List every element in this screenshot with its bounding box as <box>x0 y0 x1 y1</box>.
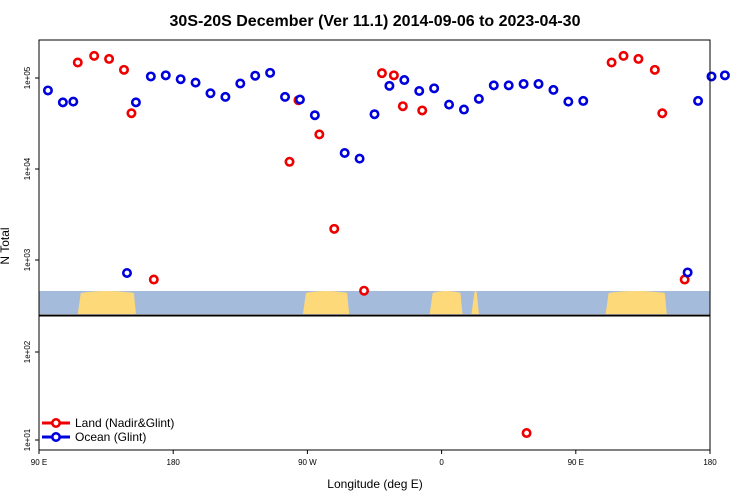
upper-y-tick-label-1: 1e+03 <box>23 248 32 271</box>
upper-y-tick-label-2: 1e+04 <box>23 157 32 180</box>
upper-panel-frame <box>38 39 711 316</box>
land-point-12 <box>376 68 387 79</box>
ocean-point-37 <box>706 71 717 82</box>
ocean-point-14 <box>265 67 276 78</box>
ocean-point-21 <box>384 80 395 91</box>
ocean-point-29 <box>503 80 514 91</box>
x-tick-label-3: 90 W <box>298 458 317 467</box>
ocean-point-31 <box>533 78 544 89</box>
land-point-18 <box>618 50 629 61</box>
lower-y-tick-label-2: 1e+02 <box>23 340 32 363</box>
ocean-point-20 <box>369 109 380 120</box>
land-point-4 <box>118 64 129 75</box>
ocean-point-38 <box>719 70 730 81</box>
land-point-16 <box>521 428 532 439</box>
legend-land-label: Land (Nadir&Glint) <box>75 416 174 430</box>
upper-data-points <box>42 50 730 296</box>
ocean-point-17 <box>309 110 320 121</box>
ocean-point-23 <box>414 85 425 96</box>
ocean-point-15 <box>280 91 291 102</box>
ocean-point-35 <box>682 267 693 278</box>
land-point-14 <box>397 101 408 112</box>
legend-ocean-marker <box>50 431 61 442</box>
lower-panel-frame <box>38 315 711 451</box>
lower-y-tick-label-1: 1e+01 <box>23 428 32 451</box>
ocean-point-24 <box>429 83 440 94</box>
ocean-point-6 <box>145 71 156 82</box>
land-point-1 <box>72 57 83 68</box>
x-ticks: 90 E 180 90 W 0 90 E 180 <box>31 450 717 467</box>
land-mass-5 <box>605 291 667 314</box>
ocean-point-25 <box>444 99 455 110</box>
legend-ocean-label: Ocean (Glint) <box>75 430 146 444</box>
ocean-point-34 <box>578 95 589 106</box>
y-axis-label: N Total <box>0 227 12 264</box>
ocean-band <box>39 291 710 314</box>
upper-y-ticks: 1e+03 1e+04 1e+05 <box>23 66 39 271</box>
ocean-point-11 <box>220 91 231 102</box>
land-point-6 <box>148 274 159 285</box>
land-point-15 <box>417 105 428 116</box>
ocean-point-2 <box>57 97 68 108</box>
ocean-point-19 <box>354 153 365 164</box>
ocean-point-8 <box>175 74 186 85</box>
ocean-point-16 <box>294 94 305 105</box>
land-point-9 <box>314 129 325 140</box>
legend: Land (Nadir&Glint) Ocean (Glint) <box>42 416 174 444</box>
land-point-17 <box>606 57 617 68</box>
lower-y-ticks: 1e+01 1e+02 <box>23 340 39 451</box>
ocean-point-4 <box>121 267 132 278</box>
land-mass-2 <box>302 291 350 314</box>
ocean-point-30 <box>518 78 529 89</box>
ocean-point-26 <box>458 104 469 115</box>
land-ocean-strip <box>39 291 710 314</box>
ocean-point-28 <box>488 80 499 91</box>
ocean-point-27 <box>473 93 484 104</box>
x-tick-label-5: 90 E <box>568 458 584 467</box>
land-point-21 <box>657 108 668 119</box>
x-axis-label: Longitude (deg E) <box>327 477 422 491</box>
x-tick-label-1: 90 E <box>31 458 47 467</box>
lower-data-points <box>521 428 532 439</box>
ocean-point-36 <box>693 95 704 106</box>
ocean-point-9 <box>190 77 201 88</box>
x-tick-label-6: 180 <box>703 458 717 467</box>
ocean-point-10 <box>205 88 216 99</box>
ocean-point-5 <box>130 97 141 108</box>
upper-y-tick-label-3: 1e+05 <box>23 66 32 89</box>
land-mass-4 <box>471 291 479 314</box>
ocean-point-33 <box>563 96 574 107</box>
land-point-19 <box>633 53 644 64</box>
ocean-point-13 <box>250 70 261 81</box>
land-point-2 <box>89 50 100 61</box>
upper-panel: 1e+03 1e+04 1e+05 <box>23 39 730 316</box>
ocean-point-18 <box>339 147 350 158</box>
land-point-20 <box>649 64 660 75</box>
land-mass-3 <box>429 291 463 314</box>
x-tick-label-4: 0 <box>439 458 444 467</box>
ocean-point-32 <box>548 84 559 95</box>
chart-title: 30S-20S December (Ver 11.1) 2014-09-06 t… <box>170 13 581 30</box>
land-point-11 <box>359 285 370 296</box>
ocean-point-7 <box>160 70 171 81</box>
land-point-3 <box>104 53 115 64</box>
ocean-point-3 <box>68 96 79 107</box>
x-tick-label-2: 180 <box>167 458 181 467</box>
ocean-point-22 <box>399 75 410 86</box>
land-point-5 <box>126 108 137 119</box>
ocean-point-1 <box>42 85 53 96</box>
land-point-13 <box>388 70 399 81</box>
legend-land-marker <box>50 417 61 428</box>
lower-panel: 1e+01 1e+02 90 E 180 90 W 0 90 E 180 <box>23 315 717 467</box>
ocean-point-12 <box>235 78 246 89</box>
land-mass-1 <box>77 291 136 314</box>
land-point-7 <box>284 156 295 167</box>
land-point-10 <box>329 223 340 234</box>
